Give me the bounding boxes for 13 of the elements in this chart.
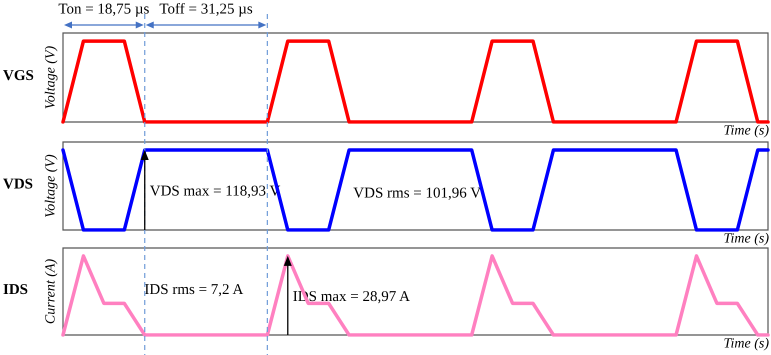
- text: Ton = 18,75 µs: [58, 2, 150, 18]
- text: Toff = 31,25 µs: [159, 2, 253, 18]
- x-axis-title: Time (s): [724, 124, 770, 138]
- text: IDS: [3, 282, 28, 298]
- x-axis-title: Time (s): [724, 232, 770, 246]
- y-axis-title: Current (A): [44, 258, 58, 324]
- y-axis-title: Voltage (V): [44, 45, 58, 110]
- y-axis-title: Voltage (V): [44, 154, 58, 218]
- x-axis-title: Time (s): [724, 336, 770, 352]
- text: VGS: [3, 68, 34, 84]
- annotation: IDS rms = 7,2 A: [144, 282, 244, 298]
- annotation: VDS rms = 101,96 V: [353, 185, 482, 202]
- text: VDS: [3, 176, 34, 192]
